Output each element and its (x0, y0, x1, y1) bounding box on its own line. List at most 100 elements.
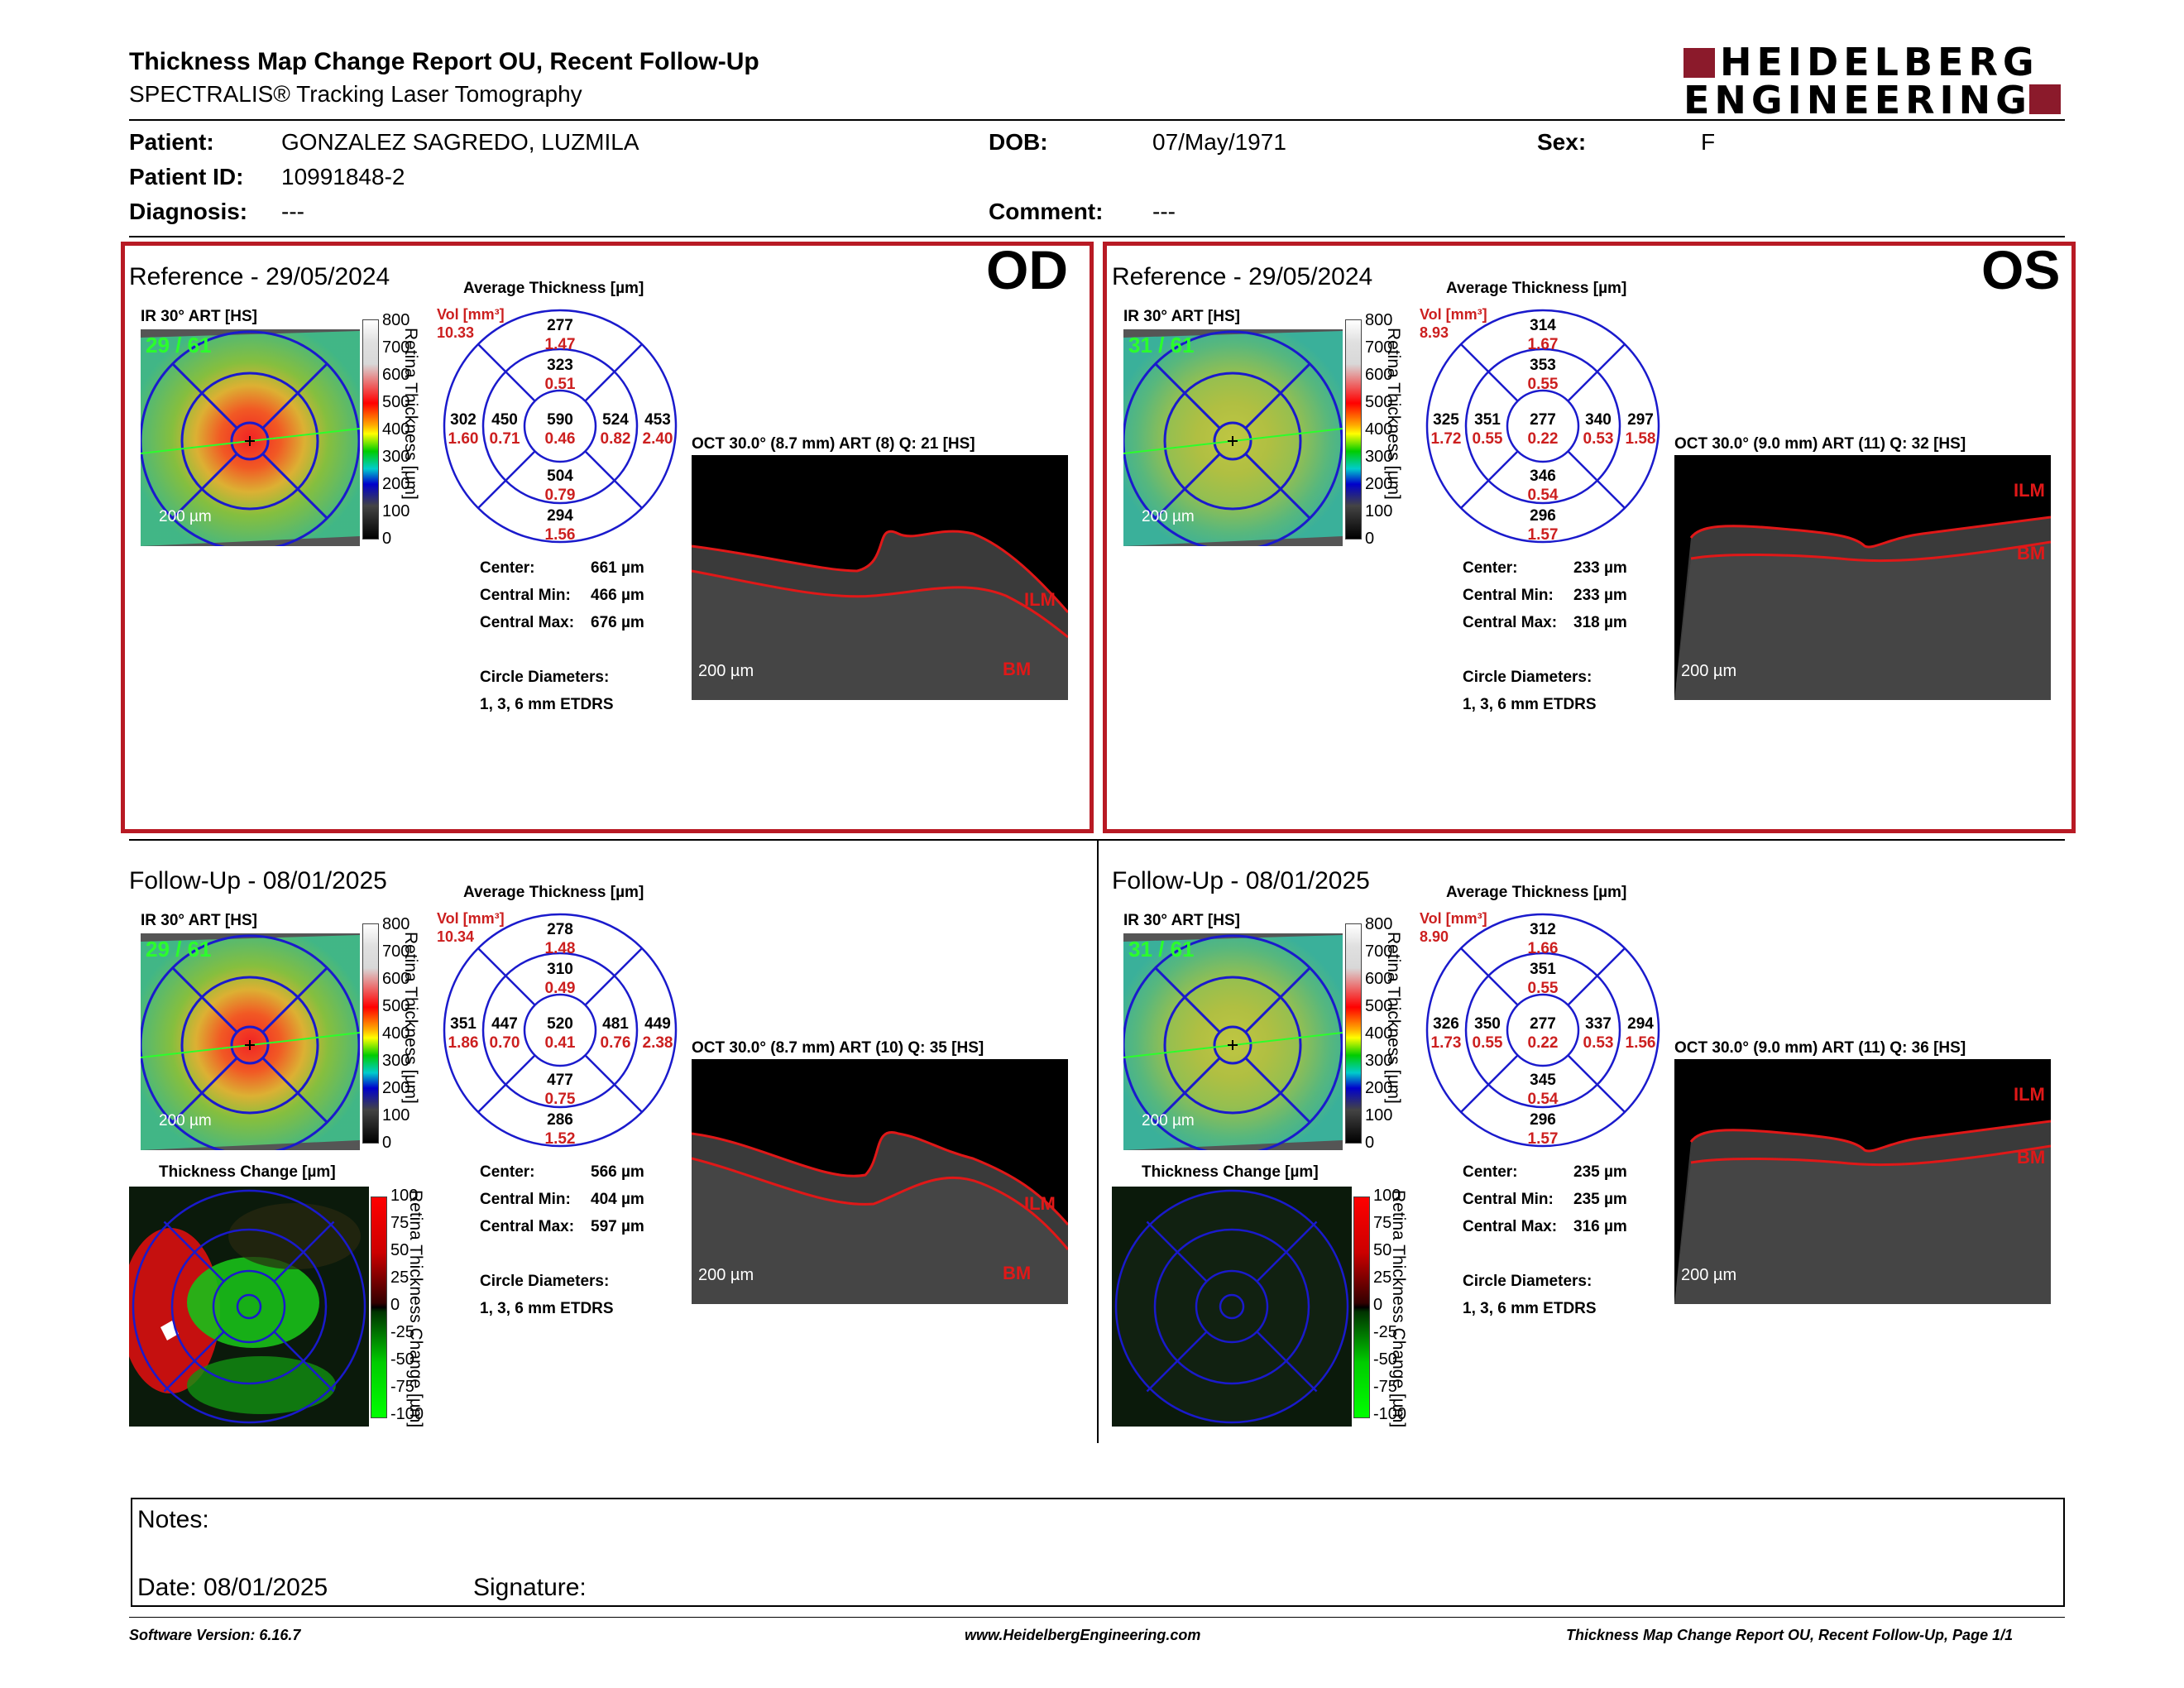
etdrs-volume-right-inner: 0.53 (1583, 1034, 1614, 1052)
etdrs-volume-center: 0.46 (544, 430, 576, 448)
etdrs-thickness-right-inner: 481 (602, 1015, 629, 1033)
report-subtitle: SPECTRALIS® Tracking Laser Tomography (129, 81, 582, 107)
etdrs-volume-left-outer: 1.73 (1430, 1034, 1462, 1052)
oct-label: OCT 30.0° (8.7 mm) ART (10) Q: 35 [HS] (692, 1039, 984, 1057)
circle-diameters-value: 1, 3, 6 mm ETDRS (1463, 1300, 1597, 1317)
etdrs-volume-center: 0.22 (1527, 1034, 1559, 1052)
etdrs-volume-center: 0.41 (544, 1034, 576, 1052)
thickness-colorbar (362, 319, 379, 539)
oct-label: OCT 30.0° (9.0 mm) ART (11) Q: 36 [HS] (1674, 1039, 1966, 1057)
etdrs-volume-right-inner: 0.82 (600, 430, 631, 448)
signature-label: Signature: (473, 1574, 587, 1601)
etdrs-volume-right-inner: 0.76 (600, 1034, 631, 1052)
diagnosis-value: --- (281, 199, 304, 224)
central-max-label: Central Max: (1463, 614, 1558, 631)
etdrs-thickness-left-outer: 302 (450, 411, 477, 429)
circle-diameters-value: 1, 3, 6 mm ETDRS (1463, 696, 1597, 713)
ir-scale-label: 200 µm (1142, 508, 1195, 525)
circle-diameters-label: Circle Diameters: (1463, 1273, 1592, 1290)
ir-label: IR 30° ART [HS] (141, 912, 257, 929)
bm-label: BM (2017, 1147, 2046, 1168)
etdrs-thickness-top-outer: 277 (547, 317, 573, 334)
change-tick: 75 (390, 1214, 410, 1232)
colorbar-tick: 800 (1365, 311, 1393, 329)
etdrs-thickness-right-outer: 294 (1627, 1015, 1654, 1033)
etdrs-volume-bottom-inner: 0.54 (1527, 487, 1559, 504)
etdrs-volume-left-inner: 0.70 (489, 1034, 520, 1052)
central-max-value: 676 µm (591, 614, 644, 631)
oct-label: OCT 30.0° (8.7 mm) ART (8) Q: 21 [HS] (692, 435, 975, 453)
colorbar-tick: 400 (382, 1024, 410, 1043)
etdrs-thickness-left-inner: 350 (1474, 1015, 1501, 1033)
dob-value: 07/May/1971 (1152, 129, 1286, 155)
colorbar-tick: 600 (382, 970, 410, 988)
avg-thickness-title: Average Thickness [µm] (1446, 884, 1627, 901)
central-min-value: 466 µm (591, 587, 644, 604)
retina-thickness-axis: Retina Thickness [µm] (401, 328, 420, 500)
colorbar-tick: 300 (1365, 448, 1393, 466)
etdrs-thickness-top-inner: 353 (1530, 357, 1556, 374)
software-version: Software Version: 6.16.7 (129, 1627, 301, 1643)
etdrs-volume-bottom-inner: 0.54 (1527, 1091, 1559, 1108)
frame-counter: 31 / 61 (1128, 333, 1195, 357)
oct-bscan-image[interactable]: ILM BM 200 µm (1674, 455, 2051, 700)
colorbar-tick: 100 (382, 1106, 410, 1125)
etdrs-thickness-top-inner: 351 (1530, 961, 1556, 978)
panel-title: Follow-Up - 08/01/2025 (1112, 867, 1370, 894)
etdrs-thickness-center: 520 (547, 1015, 573, 1033)
oct-bscan-image[interactable]: ILM BM 200 µm (1674, 1059, 2051, 1304)
central-min-label: Central Min: (1463, 587, 1554, 604)
etdrs-thickness-bottom-inner: 477 (547, 1072, 573, 1089)
central-min-value: 404 µm (591, 1191, 644, 1208)
notes-label: Notes: (137, 1506, 209, 1533)
notes-box[interactable]: Notes: Date: 08/01/2025 Signature: (131, 1498, 2065, 1607)
colorbar-tick: 800 (382, 311, 410, 329)
center-value: 661 µm (591, 559, 644, 577)
circle-diameters-label: Circle Diameters: (480, 669, 610, 686)
colorbar-tick: 200 (382, 1079, 410, 1097)
frame-counter: 31 / 61 (1128, 937, 1195, 961)
od-eye-label: OD (986, 239, 1068, 300)
thickness-change-map[interactable] (129, 1187, 369, 1427)
etdrs-thickness-right-inner: 337 (1585, 1015, 1612, 1033)
etdrs-grid: 277 1.47 323 0.51 590 0.46 302 1.60 450 0.71 524 0.… (442, 308, 678, 544)
change-colorbar (371, 1196, 387, 1418)
etdrs-volume-left-outer: 1.86 (448, 1034, 479, 1052)
etdrs-thickness-left-inner: 450 (491, 411, 518, 429)
colorbar-tick: 600 (382, 366, 410, 384)
colorbar-tick: 200 (1365, 475, 1393, 493)
oct-bscan-image[interactable]: ILM BM 200 µm (692, 455, 1068, 700)
ir-fundus-image[interactable]: 31 / 61 200 µm (1123, 933, 1343, 1150)
os-reference-frame (1103, 242, 2076, 833)
central-max-label: Central Max: (480, 1218, 575, 1235)
ir-fundus-image[interactable]: 29 / 61 200 µm (141, 329, 360, 546)
date-label: Date: 08/01/2025 (137, 1574, 328, 1601)
colorbar-tick: 600 (1365, 970, 1393, 988)
website-link[interactable]: www.HeidelbergEngineering.com (965, 1627, 1201, 1643)
heidelberg-logo: HEIDELBERG ENGINEERING (1684, 40, 2064, 122)
thickness-change-map[interactable] (1112, 1187, 1352, 1427)
etdrs-thickness-bottom-outer: 296 (1530, 1111, 1556, 1129)
etdrs-volume-bottom-outer: 1.56 (544, 526, 576, 544)
sex-value: F (1701, 129, 1716, 155)
change-tick: 50 (390, 1241, 410, 1259)
central-max-label: Central Max: (480, 614, 575, 631)
ir-fundus-image[interactable]: 31 / 61 200 µm (1123, 329, 1343, 546)
ir-fundus-image[interactable]: 29 / 61 200 µm (141, 933, 360, 1150)
etdrs-volume-top-inner: 0.55 (1527, 376, 1559, 393)
central-min-label: Central Min: (1463, 1191, 1554, 1208)
etdrs-thickness-left-outer: 325 (1433, 411, 1459, 429)
etdrs-volume-right-outer: 2.40 (642, 430, 673, 448)
bm-label: BM (1003, 659, 1032, 679)
colorbar-tick: 300 (1365, 1052, 1393, 1070)
oct-bscan-image[interactable]: ILM BM 200 µm (692, 1059, 1068, 1304)
etdrs-thickness-right-outer: 453 (644, 411, 671, 429)
etdrs-thickness-bottom-outer: 286 (547, 1111, 573, 1129)
page-info: Thickness Map Change Report OU, Recent F… (1566, 1627, 2014, 1643)
colorbar-tick: 500 (382, 393, 410, 411)
ir-scale-label: 200 µm (159, 1112, 212, 1129)
etdrs-thickness-center: 590 (547, 411, 573, 429)
etdrs-thickness-top-outer: 312 (1530, 921, 1556, 938)
patient-id: 10991848-2 (281, 164, 405, 189)
center-label: Center: (480, 1163, 535, 1181)
